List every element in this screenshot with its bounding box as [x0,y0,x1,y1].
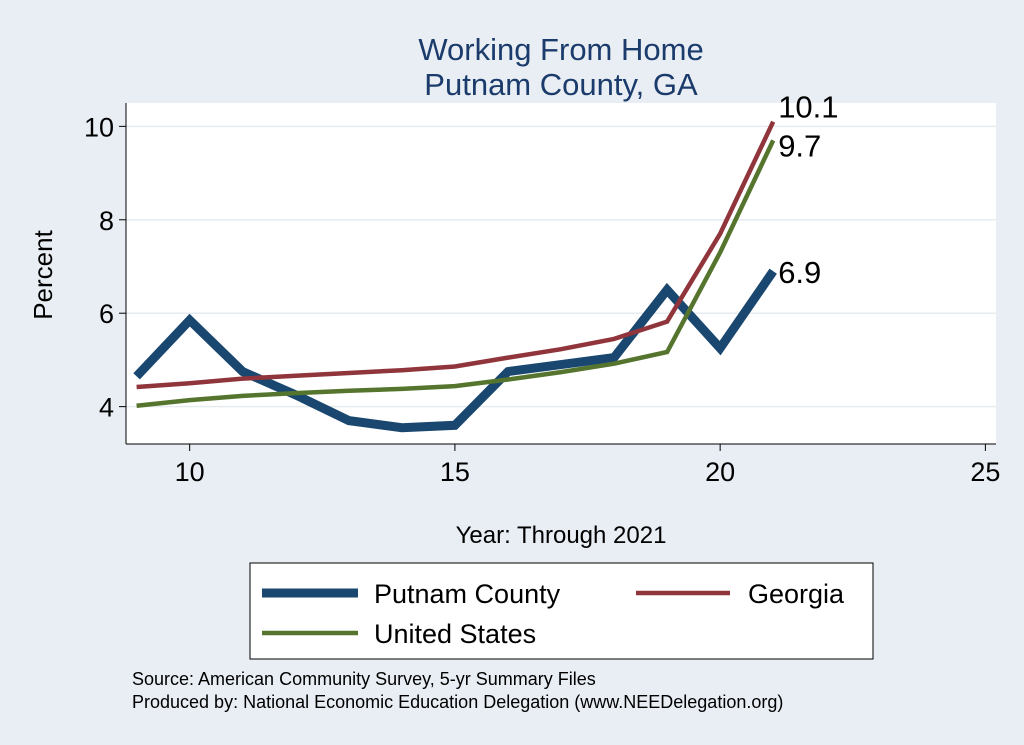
source-note: Produced by: National Economic Education… [132,692,783,712]
legend-label: Putnam County [374,579,561,609]
legend-box [249,562,874,660]
x-tick-label: 15 [440,457,470,487]
end-label: 9.7 [778,128,821,163]
series-line-united-states [136,139,776,408]
series-line-putnam-county [133,268,777,433]
y-tick-label: 6 [99,299,114,329]
x-tick-label: 25 [970,457,1000,487]
end-label: 10.1 [778,90,838,125]
plot-area [126,103,996,444]
source-note: Source: American Community Survey, 5-yr … [132,669,596,689]
y-tick-label: 10 [84,112,114,142]
y-tick-label: 4 [99,393,114,423]
chart-title: Putnam County, GA [424,67,698,102]
y-axis-label: Percent [28,229,58,319]
x-tick-label: 10 [175,457,205,487]
x-tick-label: 20 [705,457,735,487]
end-label: 6.9 [778,255,821,290]
x-axis-label: Year: Through 2021 [456,522,667,549]
legend-label: United States [374,619,536,649]
series-line-georgia [136,120,776,390]
legend-label: Georgia [748,579,845,609]
chart-title: Working From Home [418,32,703,67]
y-tick-label: 8 [99,206,114,236]
